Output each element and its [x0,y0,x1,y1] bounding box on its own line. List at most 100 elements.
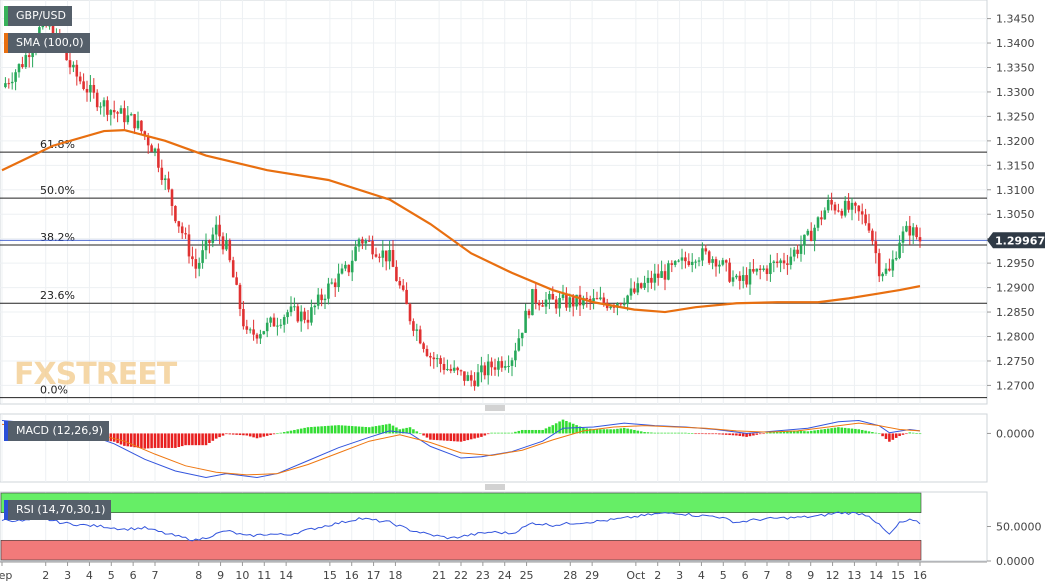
macd-bar [211,433,215,441]
candle-body [840,210,844,216]
candle-body [31,49,34,58]
macd-bar [490,432,493,434]
candle-body [915,227,918,238]
candle [486,354,490,385]
candle-body [136,120,140,129]
macd-bar [864,430,867,434]
candle-body [357,239,361,247]
macd-bar [915,433,918,434]
macd-bar [204,433,208,446]
price-tick-label: 1.2750 [996,355,1035,368]
price-pane [0,0,988,405]
candle [833,201,837,215]
macd-bar [735,433,738,436]
price-tick-label: 1.2900 [996,282,1035,295]
candle [323,294,327,309]
candle-body [680,257,684,261]
macd-bar [272,433,276,435]
macd-bar [667,432,670,434]
candle [707,250,711,265]
macd-bar [449,433,453,442]
macd-bar [599,429,602,434]
macd-bar [119,433,123,445]
macd-label-text: MACD (12,26,9) [16,424,104,437]
candle [582,295,585,310]
candle-body [534,289,538,303]
candle [490,357,493,376]
candle [911,223,915,244]
candle-body [809,230,813,242]
macd-bar [537,429,541,434]
candle-body [837,210,840,212]
candle [384,250,388,271]
candle [92,78,96,99]
candle-body [452,367,456,371]
macd-bar [803,431,806,434]
price-tick-label: 1.3250 [996,110,1035,123]
candle [316,288,320,310]
macd-bar [663,432,667,434]
candle-body [561,294,565,298]
macd-bar [269,433,272,436]
candle [82,73,85,91]
x-tick-label: 16 [345,569,359,582]
macd-bar [330,425,334,434]
price-tick-label: 1.3200 [996,135,1035,148]
x-tick-label: 28 [563,569,577,582]
candle-body [548,293,551,300]
candle-body [24,55,28,68]
candle [78,71,82,85]
candle-body [126,115,130,123]
macd-bar [150,433,153,449]
price-tick-label: 1.2950 [996,257,1035,270]
macd-bar [225,433,228,435]
candle [806,228,810,237]
candle [758,265,762,280]
candle [286,309,289,324]
candle [554,296,558,314]
candle-body [871,230,874,242]
candle-body [544,299,548,307]
candle [714,256,718,277]
candle [361,236,364,250]
macd-bar [153,433,157,448]
candle-body [408,304,412,322]
macd-bar [775,432,779,434]
candle-body [724,260,728,263]
x-tick-label: 14 [869,569,883,582]
macd-bar [214,433,218,439]
macd-bar [299,428,303,434]
candle-body [347,264,351,273]
x-tick-label: 3 [676,569,683,582]
candle [72,61,75,73]
candle-body [687,261,691,265]
candle-body [425,348,429,356]
candle-body [650,277,653,283]
macd-bar [201,433,204,446]
macd-bar [857,429,861,434]
macd-bar [238,433,242,436]
candle [272,313,276,327]
macd-bar [191,433,194,446]
candle [724,259,728,272]
last-price-value: 1.29967 [995,234,1045,247]
macd-bar [136,433,140,448]
candle-body [242,309,245,327]
macd-bar [544,428,548,434]
candle [422,341,425,353]
candle-body [667,263,670,280]
candle-body [694,261,697,263]
macd-bar [452,433,456,442]
candle-body [911,227,915,236]
macd-bar [884,433,888,439]
macd-bar [752,433,755,436]
macd-bar [837,427,840,434]
macd-bar [248,433,252,437]
candle [527,308,531,319]
candle [544,291,548,315]
macd-bar [772,432,776,434]
macd-bar [446,433,449,441]
candle-body [391,250,395,267]
macd-bar [500,432,504,434]
watermark: FXSTREET [14,357,178,392]
